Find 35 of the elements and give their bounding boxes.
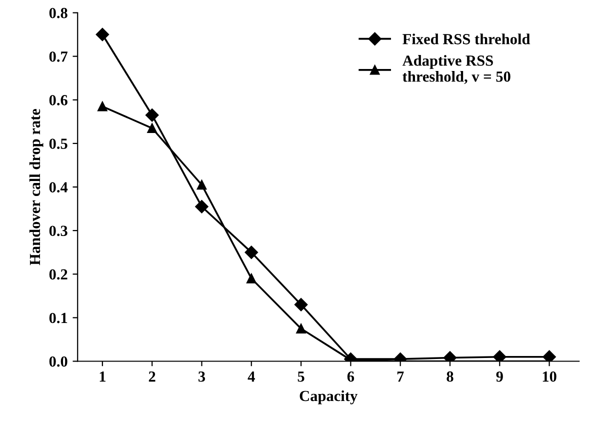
x-tick-label: 2 bbox=[148, 371, 156, 382]
y-tick-label: 0.4 bbox=[49, 182, 68, 193]
point bbox=[294, 298, 308, 312]
point bbox=[96, 28, 110, 42]
point bbox=[246, 274, 256, 284]
point bbox=[244, 246, 258, 259]
point bbox=[296, 324, 306, 334]
legend-label: Fixed RSS threhold bbox=[402, 34, 530, 44]
y-tick-label: 0.6 bbox=[49, 95, 68, 106]
y-tick-label: 0.7 bbox=[49, 51, 68, 62]
x-tick-label: 9 bbox=[496, 371, 503, 382]
point bbox=[195, 200, 208, 214]
x-tick-label: 4 bbox=[248, 372, 255, 382]
y-axis-title: Handover call drop rate bbox=[29, 108, 44, 266]
x-axis-title: Capacity bbox=[300, 390, 358, 404]
y-tick-label: 0.2 bbox=[49, 269, 68, 280]
x-tick-label: 5 bbox=[298, 372, 304, 382]
point bbox=[98, 102, 108, 112]
point bbox=[542, 350, 556, 362]
x-tick-label: 1 bbox=[100, 371, 106, 382]
y-tick-label: 0.5 bbox=[49, 138, 68, 149]
x-tick-label: 8 bbox=[446, 371, 454, 382]
point bbox=[147, 123, 157, 134]
point bbox=[196, 180, 207, 190]
point bbox=[493, 350, 506, 362]
x-tick-label: 3 bbox=[198, 371, 206, 382]
x-tick-label: 10 bbox=[542, 371, 556, 382]
legend-label: Adaptive RSS threshold, v = 50 bbox=[402, 55, 510, 84]
x-tick-label: 6 bbox=[347, 371, 354, 382]
x-tick-label: 7 bbox=[397, 372, 404, 382]
y-tick-label: 0.8 bbox=[49, 8, 68, 18]
y-tick-label: 0.1 bbox=[49, 312, 68, 324]
point bbox=[146, 108, 159, 122]
y-tick-label: 0.3 bbox=[49, 226, 68, 236]
y-tick-label: 0.0 bbox=[49, 356, 68, 367]
